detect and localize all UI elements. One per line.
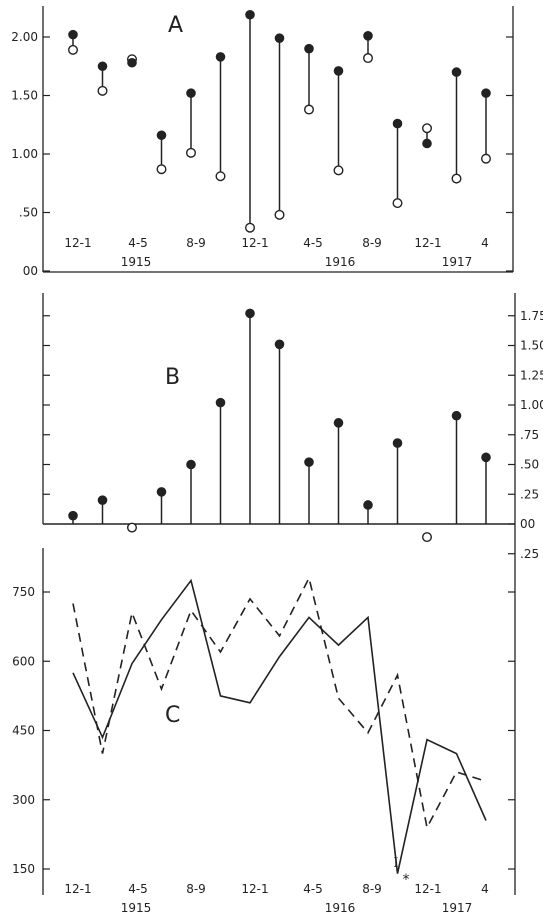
panel-a-filled-point — [186, 88, 196, 98]
panel-a-filled-point — [245, 9, 255, 20]
panel-b-y-tick-label: 1.00 — [520, 398, 543, 412]
panel-a-open-point — [185, 147, 196, 158]
panel-c-x-tick-label: 12-1 — [414, 882, 441, 896]
panel-b-y-tick-label: 1.50 — [520, 339, 543, 353]
panel-a-open-point — [481, 153, 492, 164]
panel-c-x-tick-label: 4-5 — [303, 882, 323, 896]
panel-a-y-tick-label: .50 — [19, 206, 38, 220]
panel-c-year-label: 1915 — [121, 901, 152, 914]
panel-a-open-point — [392, 198, 403, 209]
panel-a-year-label: 1917 — [442, 255, 473, 269]
panel-a-x-tick-label: 12-1 — [414, 236, 441, 250]
panel-a-open-point — [422, 123, 433, 134]
panel-a-filled-point — [304, 43, 314, 54]
panel-c-x-tick-label: 12-1 — [241, 882, 268, 896]
panel-a-filled-point — [422, 138, 432, 149]
panel-a-filled-point — [97, 61, 108, 72]
panel-a-open-point — [67, 44, 78, 55]
panel-c-x-tick-label: 4 — [481, 882, 489, 896]
panel-a-x-tick-label: 8-9 — [186, 236, 206, 250]
panel-b-filled-point — [333, 418, 344, 428]
panel-c-label: C — [165, 703, 180, 728]
panel-a-y-tick-label: 1.00 — [11, 147, 38, 161]
panel-c-x-tick-label: 8-9 — [362, 882, 382, 896]
panel-c-y-tick-label: 750 — [12, 585, 35, 599]
panel-c-y-tick-label: 150 — [12, 862, 35, 876]
panel-b-y-tick-label: .50 — [520, 458, 539, 472]
panel-b-open-point — [126, 522, 137, 533]
panel-a-filled-point — [392, 118, 403, 129]
panel-b-filled-point — [215, 397, 226, 408]
panel-b-label: B — [165, 365, 180, 390]
panel-a-x-tick-label: 12-1 — [64, 236, 91, 250]
panel-c-chart: C 150 300 450 600 750 12-1 4-5 8-9 12-1 4-5 8-9 12-… — [12, 548, 516, 914]
panel-b-filled-point — [392, 438, 403, 448]
panel-c-solid-line — [72, 578, 487, 874]
panel-a-label: A — [168, 13, 183, 38]
panel-c-x-tick-label: 12-1 — [64, 882, 91, 896]
panel-b-y-tick-label: 00 — [520, 517, 535, 531]
panel-a-open-point — [156, 164, 167, 175]
panel-c-y-tick-label: 450 — [12, 724, 35, 738]
panel-a-x-tick-label: 4-5 — [128, 236, 148, 250]
panel-a-y-tick-label: 1.50 — [11, 89, 38, 103]
panel-c-dashed-line — [72, 575, 487, 830]
panel-a-filled-point — [68, 29, 78, 40]
panel-a-open-point — [451, 173, 462, 184]
panel-b-y-tick-label: .25 — [520, 487, 539, 501]
panel-b-y-tick-label: 1.25 — [520, 368, 543, 382]
panel-a-year-label: 1916 — [325, 255, 356, 269]
panel-a-x-tick-label: 4 — [481, 236, 489, 250]
panel-a-filled-point — [274, 33, 285, 43]
panel-b-filled-point — [186, 459, 196, 470]
panel-a-open-point — [244, 222, 255, 233]
panel-c-y-tick-label: 600 — [12, 654, 35, 668]
panel-a-open-point — [215, 171, 226, 182]
panel-a-open-point — [274, 209, 285, 220]
panel-a-filled-point — [481, 88, 491, 98]
panel-c-y-tick-label: 300 — [12, 793, 35, 807]
panel-a-y-tick-label: 00 — [23, 264, 38, 278]
panel-c-year-label: 1917 — [442, 901, 473, 914]
panel-a-year-label: 1915 — [121, 255, 152, 269]
panel-a-open-point — [363, 53, 374, 64]
panel-a-filled-point — [215, 52, 226, 62]
panel-a-filled-point — [156, 130, 167, 141]
panel-b-open-point — [422, 532, 433, 543]
panel-b-filled-point — [304, 457, 314, 467]
panel-b-filled-point — [97, 495, 108, 506]
panel-b-filled-point — [274, 339, 285, 350]
panel-a-x-tick-label: 8-9 — [362, 236, 382, 250]
panel-c-annotation-i: I — [393, 856, 398, 871]
panel-a-y-tick-label: 2.00 — [11, 30, 38, 44]
panel-b-filled-point — [156, 487, 167, 497]
panel-a-open-point — [97, 85, 108, 96]
panel-b-filled-point — [245, 308, 255, 319]
panel-b-y-tick-label: 1.75 — [520, 309, 543, 323]
panel-c-x-tick-label: 8-9 — [186, 882, 206, 896]
panel-a-x-tick-label: 4-5 — [303, 236, 323, 250]
panel-b-filled-point — [451, 410, 462, 421]
panel-a-open-point — [333, 165, 344, 176]
panel-a-open-point — [304, 104, 315, 115]
panel-a-filled-point — [333, 66, 344, 76]
panel-b-filled-point — [481, 452, 491, 463]
panel-a-filled-point — [127, 57, 137, 68]
panel-c-x-tick-label: 4-5 — [128, 882, 148, 896]
panel-a-filled-point — [363, 31, 373, 41]
panel-c-annotation-asterisk: * — [403, 872, 410, 888]
panel-a-chart: A 00 .50 1.00 1.50 2.00 12-1 4-5 8-9 12-1 4-5 8-9 1… — [11, 6, 514, 278]
panel-a-filled-point — [451, 67, 462, 77]
panel-b-chart: B .25 00 .25 .50 .75 1.00 1.25 1.50 1.75 — [42, 293, 543, 561]
panel-a-x-tick-label: 12-1 — [241, 236, 268, 250]
panel-b-y-tick-label: .75 — [520, 428, 539, 442]
panel-b-filled-point — [363, 500, 373, 510]
panel-c-year-label: 1916 — [325, 901, 356, 914]
panel-b-y-tick-label: .25 — [520, 547, 539, 561]
panel-b-filled-point — [68, 510, 78, 521]
